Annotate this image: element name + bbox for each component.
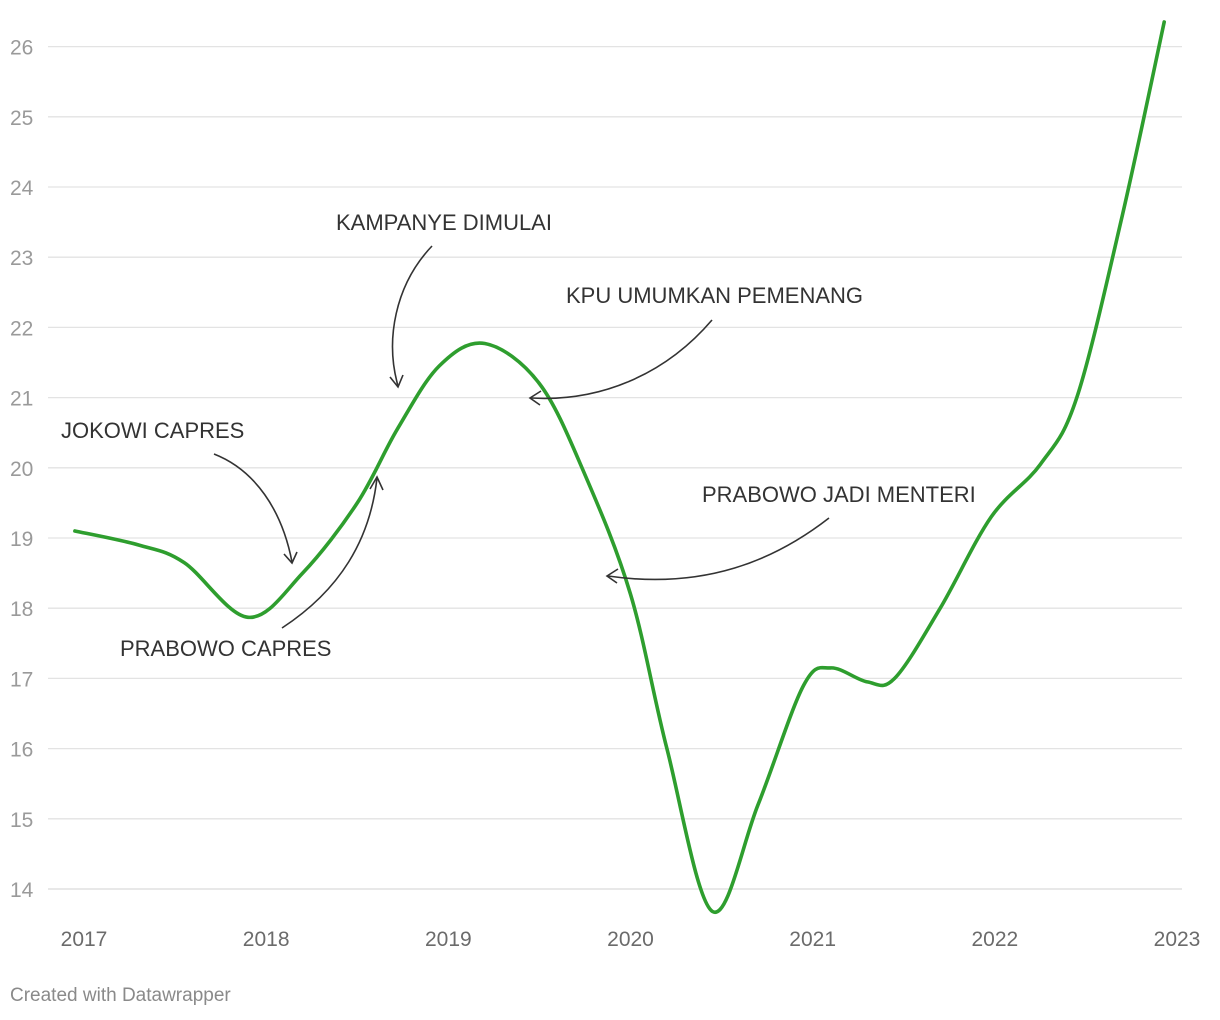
y-tick-label: 17 xyxy=(10,668,33,691)
annotation-arrow-jokowi-capres xyxy=(213,453,293,563)
y-tick-label: 15 xyxy=(10,809,33,832)
annotation-prabowo-capres: PRABOWO CAPRES xyxy=(120,636,331,661)
gridlines xyxy=(48,45,1182,890)
annotation-arrow-prabowo-capres xyxy=(281,477,378,629)
annotation-layer: JOKOWI CAPRES PRABOWO CAPRES KAMPANYE DI… xyxy=(61,210,976,661)
y-tick-label: 23 xyxy=(10,247,33,270)
annotation-arrow-kampanye-dimulai xyxy=(391,245,433,387)
footer-credit: Created with Datawrapper xyxy=(10,985,231,1006)
y-tick-label: 24 xyxy=(10,177,34,200)
x-tick-label: 2018 xyxy=(243,928,290,951)
y-tick-label: 19 xyxy=(10,528,33,551)
y-tick-label: 25 xyxy=(10,107,33,130)
x-tick-label: 2017 xyxy=(61,928,108,951)
y-tick-label: 22 xyxy=(10,317,33,340)
annotation-kampanye-dimulai: KAMPANYE DIMULAI xyxy=(336,210,552,235)
annotation-arrowhead-kpu-umumkan-pemenang xyxy=(528,390,542,406)
series-line-0 xyxy=(73,20,1166,914)
annotation-arrow-kpu-umumkan-pemenang xyxy=(530,319,713,400)
series-layer xyxy=(73,20,1166,914)
y-tick-label: 21 xyxy=(10,388,33,411)
y-axis-tick-labels: 14 15 16 17 18 19 20 21 22 23 24 25 26 xyxy=(10,37,34,902)
annotation-arrowhead-prabowo-capres xyxy=(369,475,384,491)
y-tick-label: 16 xyxy=(10,739,33,762)
y-tick-label: 14 xyxy=(10,879,34,902)
x-axis-tick-labels: 2017 2018 2019 2020 2021 2022 2023 xyxy=(61,928,1201,951)
y-tick-label: 18 xyxy=(10,598,33,621)
x-tick-label: 2022 xyxy=(971,928,1018,951)
x-tick-label: 2020 xyxy=(607,928,654,951)
x-tick-label: 2023 xyxy=(1154,928,1201,951)
y-tick-label: 26 xyxy=(10,37,33,60)
annotation-jokowi-capres: JOKOWI CAPRES xyxy=(61,418,244,443)
annotation-arrowhead-kampanye-dimulai xyxy=(389,374,404,389)
x-tick-label: 2021 xyxy=(789,928,836,951)
y-tick-label: 20 xyxy=(10,458,33,481)
annotation-kpu-umumkan-pemenang: KPU UMUMKAN PEMENANG xyxy=(566,283,863,308)
annotation-prabowo-jadi-menteri: PRABOWO JADI MENTERI xyxy=(702,482,976,507)
annotation-arrowhead-jokowi-capres xyxy=(283,551,298,565)
annotation-arrowhead-prabowo-jadi-menteri xyxy=(605,568,619,584)
x-tick-label: 2019 xyxy=(425,928,472,951)
annotation-arrow-prabowo-jadi-menteri xyxy=(607,517,830,581)
